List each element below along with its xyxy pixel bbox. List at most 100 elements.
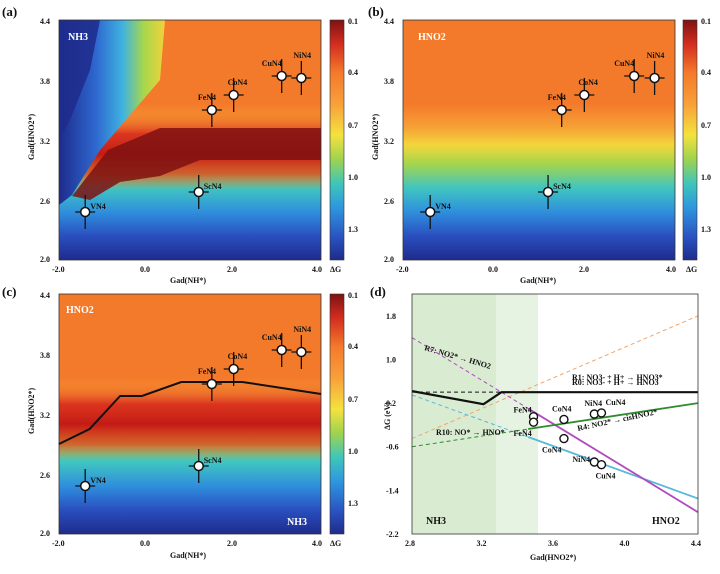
panel-a-darkred-ridge <box>72 128 321 200</box>
panel-c-xlabel: Gad(NH*) <box>170 551 206 560</box>
point-VN4 <box>79 480 91 492</box>
panel-d-frame <box>411 293 699 535</box>
panel-a-yaxis: 4.4 3.8 3.2 2.6 2.0 Gad(HNO2*) <box>27 17 50 264</box>
point-NiN4 <box>649 72 660 84</box>
panel-c-xaxis: -2.0 0.0 2.0 4.0 Gad(NH*) <box>52 539 322 560</box>
point-NiN4 <box>296 72 307 84</box>
point-label: NiN4 <box>293 325 311 334</box>
panel-a-xtick: 0.0 <box>140 265 150 274</box>
panel-d-ylabel: ΔG (eV) <box>383 402 392 430</box>
panel-a-label: (a) <box>2 4 17 19</box>
colorbar-tick: 0.7 <box>701 121 711 130</box>
point-label: CoN4 <box>228 352 248 361</box>
colorbar-b: 0.1 0.4 0.7 1.0 1.3 ΔG <box>682 17 711 274</box>
series-active-segment <box>527 436 698 500</box>
panel-a-xaxis: -2.0 0.0 2.0 4.0 Gad(NH*) <box>52 265 322 285</box>
panel-b-points: VN4 ScN4 FeN4 CoN4 CuN4 NiN4 <box>420 51 665 229</box>
panel-c-yaxis: 4.4 3.8 3.2 2.6 2.0 Gad(HNO2*) <box>27 291 50 538</box>
point-label: VN4 <box>90 476 106 485</box>
point-label: CoN4 <box>542 446 562 455</box>
panel-d-nh3-region <box>412 294 496 534</box>
point-label: ScN4 <box>204 182 222 191</box>
colorbar-tick: 1.3 <box>701 225 711 234</box>
panel-b-ytick: 3.8 <box>384 77 394 86</box>
point-CuN4 <box>276 70 287 82</box>
panel-d-region-nh3: NH3 <box>426 516 446 527</box>
colorbar-tick: 1.0 <box>348 447 358 456</box>
panel-b-xaxis: -2.0 0.0 2.0 4.0 Gad(NH*) <box>396 265 676 285</box>
panel-a-ytick: 2.6 <box>40 197 50 206</box>
panel-c-region-nh3: NH3 <box>287 517 307 528</box>
panel-c-xtick: 2.0 <box>227 539 237 548</box>
panel-a-xtick: 2.0 <box>227 265 237 274</box>
panel-b-heatmap <box>403 20 675 260</box>
panel-c-frame <box>58 293 322 535</box>
panel-a-ytick: 3.2 <box>40 137 50 146</box>
panel-c-xtick: 4.0 <box>312 539 322 548</box>
panel-b: (b) HNO2 4.4 3.8 3.2 2.6 2.0 Gad(HNO2*) … <box>368 4 711 285</box>
series-active-segment <box>528 402 698 430</box>
point-CuN4 <box>276 344 287 356</box>
point-label: CuN4 <box>262 59 282 68</box>
colorbar-a-bar <box>329 19 345 261</box>
panel-c-red-band <box>59 380 321 460</box>
point-label: NiN4 <box>584 399 602 408</box>
panel-d-xtick: 3.2 <box>477 539 487 548</box>
panel-c-points: VN4 ScN4 FeN4 CoN4 CuN4 NiN4 <box>75 325 312 503</box>
colorbar-label: ΔG <box>330 539 341 548</box>
panel-d-ytick: -2.2 <box>386 530 399 539</box>
panel-d-axes: 2.8 3.2 3.6 4.0 4.4 1.8 1.0 0.2 -0.6 -1.4 -2.2 <box>386 312 701 548</box>
panel-a-ytick: 4.4 <box>40 17 50 26</box>
panel-a-frame <box>58 19 322 261</box>
series-line <box>412 315 698 440</box>
point-label: CuN4 <box>605 398 625 407</box>
point-label: CoN4 <box>552 404 572 413</box>
colorbar-c: 0.1 0.4 0.7 1.0 1.3 ΔG <box>329 291 358 548</box>
point-label: NiN4 <box>647 51 665 60</box>
point-VN4 <box>79 206 91 218</box>
point-label: VN4 <box>90 202 106 211</box>
panel-a: (a) NH3 4.4 3.8 3.2 2.6 2.0 Gad(HNO2*) -… <box>2 4 358 285</box>
point-CuN4 <box>596 408 607 418</box>
panel-a-ylabel: Gad(HNO2*) <box>27 113 36 160</box>
point-label: FeN4 <box>548 93 566 102</box>
colorbar-tick: 0.4 <box>348 342 358 351</box>
colorbar-label: ΔG <box>330 265 341 274</box>
panel-b-xtick: -2.0 <box>396 265 409 274</box>
panel-b-ylabel: Gad(HNO2*) <box>371 113 380 160</box>
panel-c-ytick: 2.6 <box>40 471 50 480</box>
colorbar-tick: 0.4 <box>348 68 358 77</box>
panel-d-xtick: 2.8 <box>405 539 415 548</box>
point-ScN4 <box>193 186 204 198</box>
panel-b-xtick: 0.0 <box>488 265 498 274</box>
panel-c-label: (c) <box>2 284 16 299</box>
colorbar-tick: 1.3 <box>348 499 358 508</box>
panel-a-xlabel: Gad(NH*) <box>170 276 206 285</box>
panel-d-boundary-line <box>412 390 698 406</box>
colorbar-tick: 0.7 <box>348 121 358 130</box>
panel-a-points: VN4 ScN4 FeN4 CoN4 CuN4 NiN4 <box>75 51 312 229</box>
point-CuN4 <box>628 70 640 82</box>
point-label: FeN4 <box>514 429 532 438</box>
panel-c-ytick: 3.8 <box>40 351 50 360</box>
point-CoN4 <box>228 89 239 101</box>
point-VN4 <box>424 206 436 218</box>
panel-d-ytick: 0.2 <box>386 399 396 408</box>
panel-c-xtick: -2.0 <box>52 539 65 548</box>
panel-c-ytick: 4.4 <box>40 291 50 300</box>
colorbar-tick: 0.4 <box>701 68 711 77</box>
panel-c-region-hno2: HNO2 <box>66 305 94 316</box>
rxn-label-r1: R1: NO3- + H+ → HNO3* <box>572 373 663 382</box>
panel-b-xtick: 2.0 <box>579 265 589 274</box>
panel-d-xtick: 4.4 <box>691 539 701 548</box>
panel-b-xtick: 4.0 <box>666 265 676 274</box>
point-label: ScN4 <box>204 456 222 465</box>
panel-c-xtick: 0.0 <box>140 539 150 548</box>
series-active-segment <box>527 407 698 513</box>
point-label: CuN4 <box>595 472 615 481</box>
point-label: ScN4 <box>553 182 571 191</box>
panel-b-ytick: 2.0 <box>384 255 394 264</box>
panel-b-ytick: 4.4 <box>384 17 394 26</box>
